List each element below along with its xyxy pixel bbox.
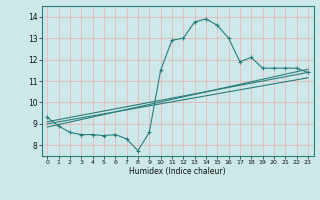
X-axis label: Humidex (Indice chaleur): Humidex (Indice chaleur): [129, 167, 226, 176]
